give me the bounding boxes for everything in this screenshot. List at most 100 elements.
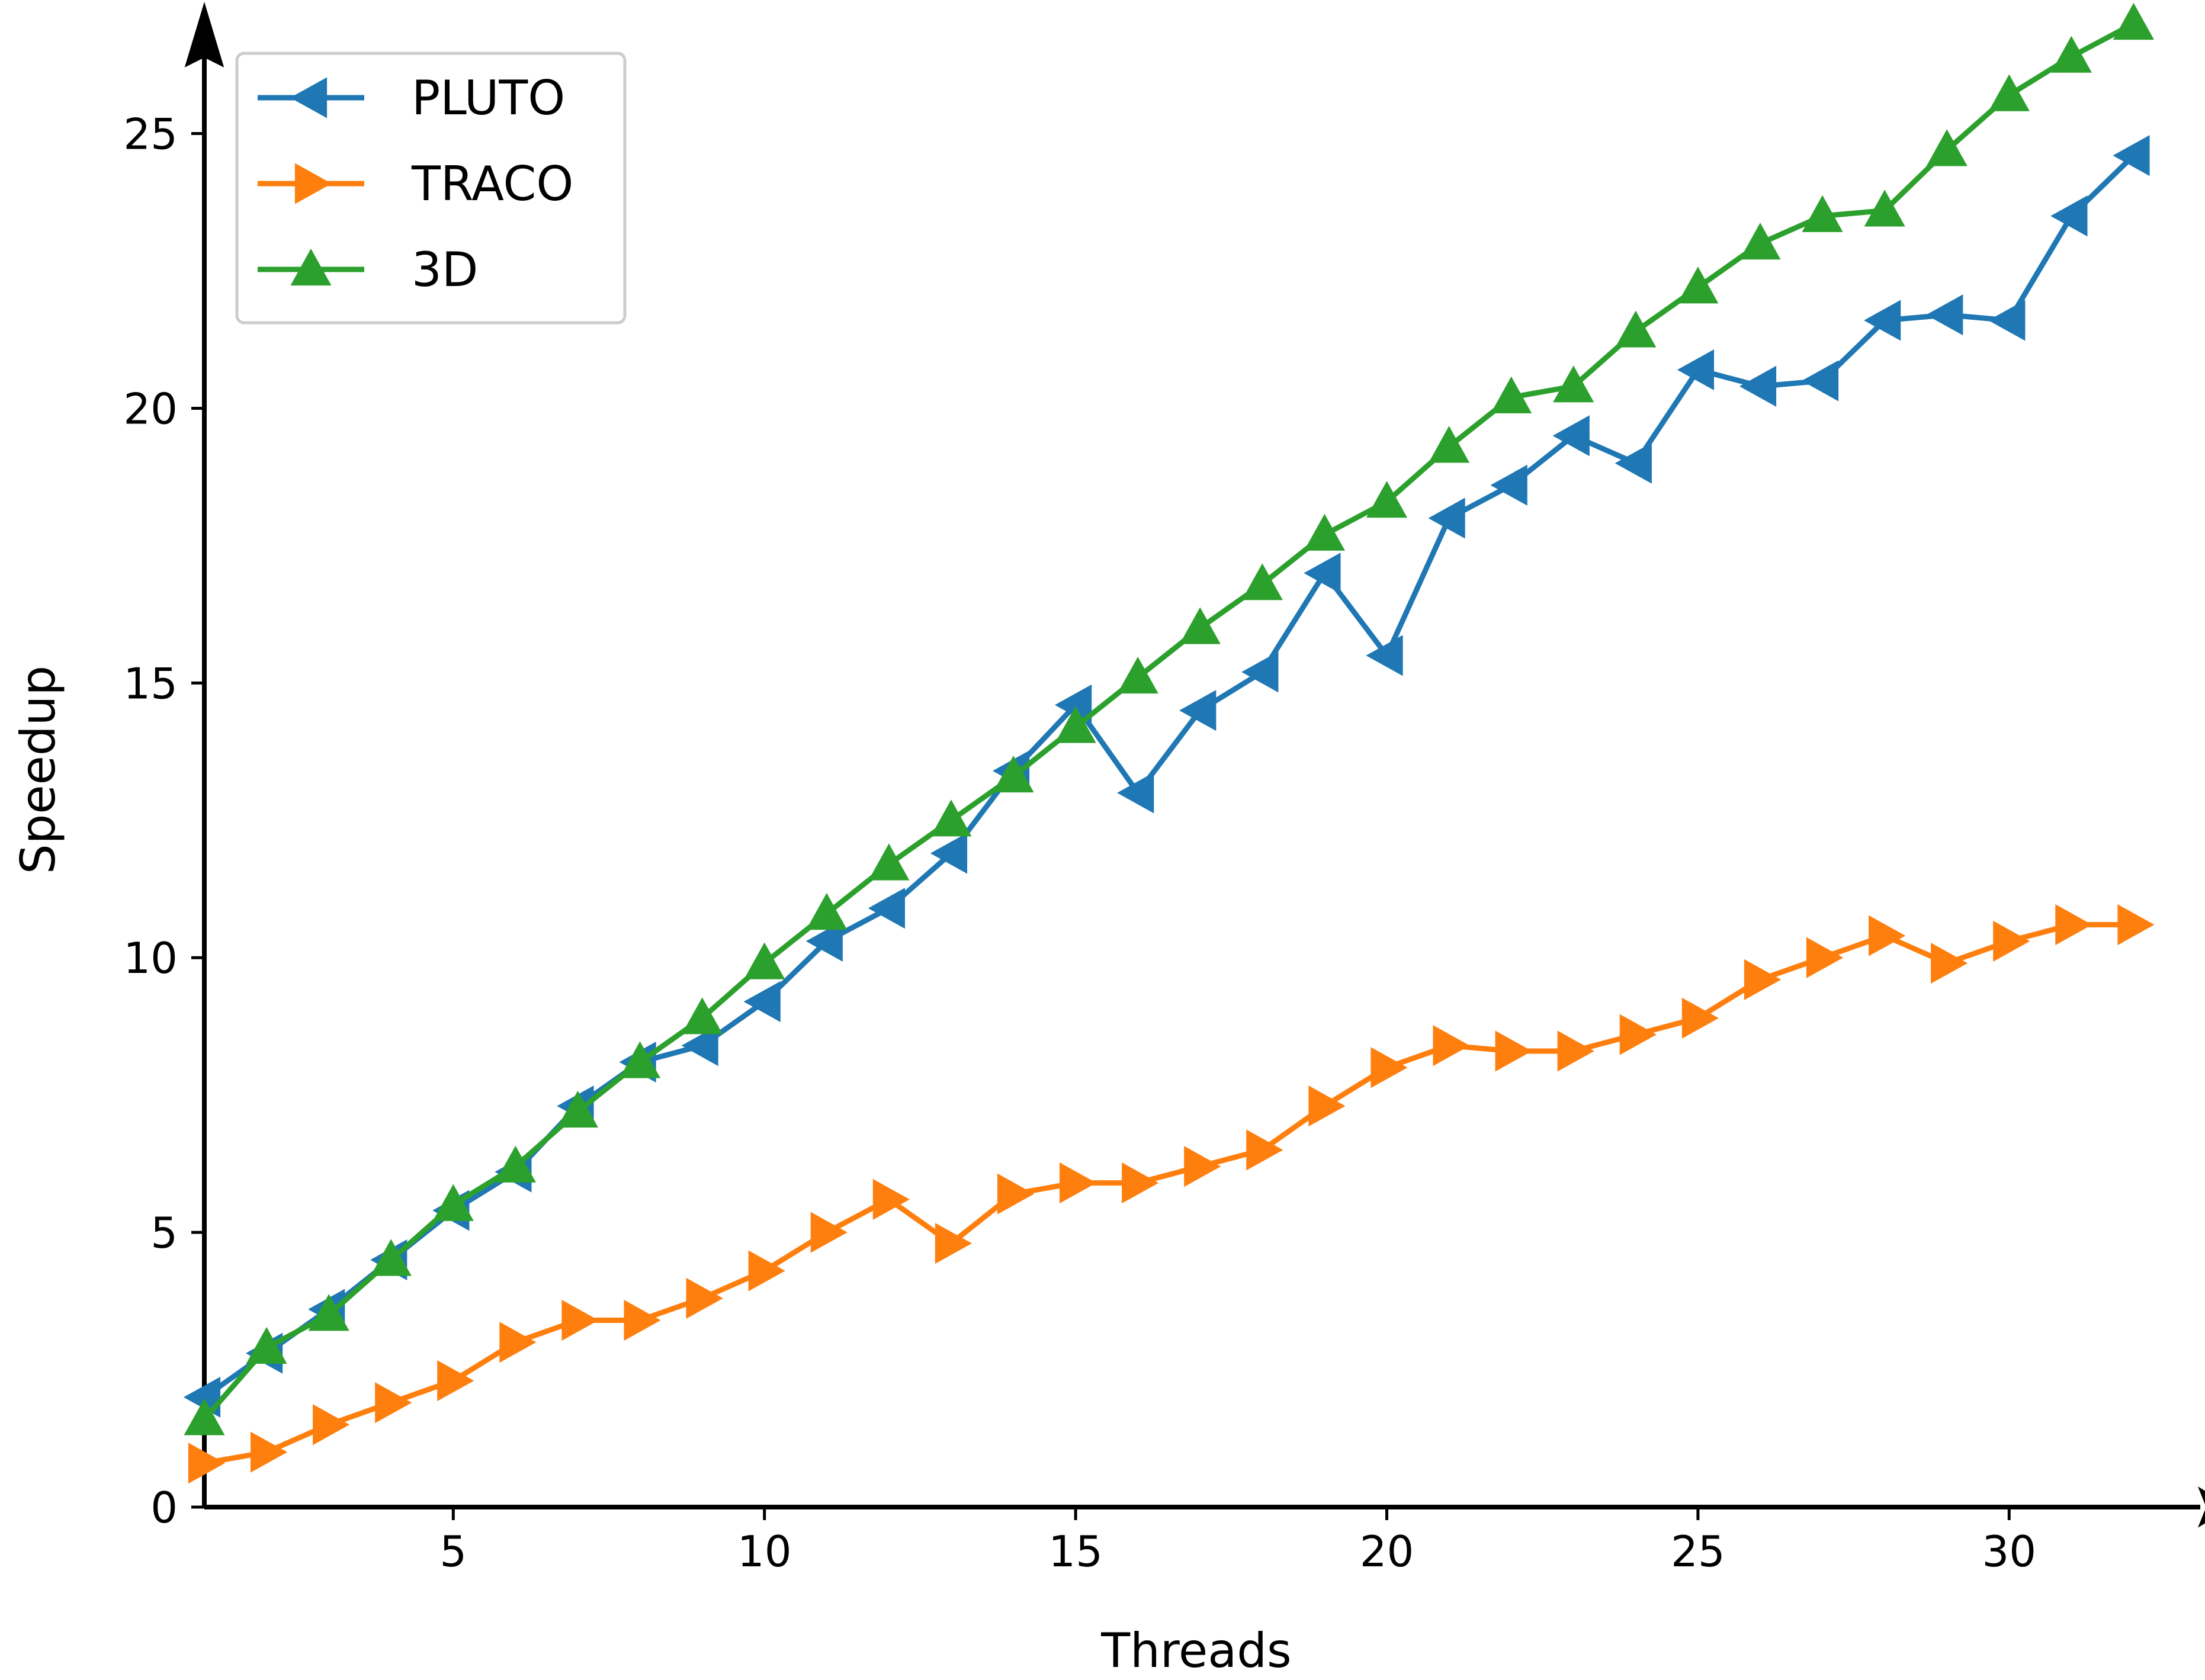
- y-axis-arrow-icon: [184, 2, 224, 68]
- legend-box: [235, 52, 627, 325]
- y-tick-label: 0: [150, 1483, 178, 1533]
- x-tick-label: 25: [1671, 1527, 1725, 1576]
- data-point: [1739, 223, 1781, 260]
- series-layer: [183, 2, 2155, 1484]
- series-3d: [184, 2, 2155, 1435]
- data-point: [1739, 365, 1777, 407]
- data-point: [1122, 1162, 1159, 1204]
- data-point: [2117, 904, 2155, 946]
- x-tick-label: 15: [1048, 1527, 1103, 1576]
- x-tick-label: 30: [1982, 1527, 2036, 1576]
- data-point: [1184, 1146, 1221, 1187]
- data-point: [250, 1431, 288, 1473]
- data-point: [1495, 1030, 1532, 1072]
- data-point: [1681, 997, 1719, 1039]
- data-point: [557, 1090, 599, 1128]
- data-point: [997, 1173, 1035, 1215]
- data-point: [1429, 426, 1470, 463]
- x-tick-label: 5: [439, 1527, 467, 1576]
- data-point: [437, 1360, 474, 1402]
- data-point: [748, 1250, 785, 1292]
- data-point: [188, 1443, 226, 1484]
- legend-marker: [294, 163, 332, 204]
- data-point: [1241, 563, 1283, 600]
- data-point: [743, 981, 781, 1022]
- x-tick-label: 20: [1360, 1527, 1414, 1576]
- data-point: [1926, 294, 1963, 336]
- data-point: [184, 1398, 225, 1435]
- data-point: [1557, 1030, 1594, 1072]
- axes: [184, 2, 2205, 1528]
- data-point: [1619, 1014, 1657, 1055]
- data-point: [1366, 635, 1403, 676]
- data-point: [620, 1041, 661, 1078]
- y-tick-label: 15: [123, 658, 178, 708]
- legend-marker: [290, 77, 328, 118]
- data-point: [1993, 920, 2030, 962]
- data-point: [246, 1326, 287, 1364]
- data-point: [2055, 904, 2092, 946]
- x-axis-arrow-icon: [2197, 1486, 2205, 1528]
- data-point: [2113, 135, 2150, 176]
- data-point: [2113, 2, 2155, 40]
- legend-item-traco: TRACO: [258, 156, 573, 211]
- data-point: [1370, 1047, 1408, 1088]
- y-axis-title: Speedup: [11, 666, 66, 874]
- data-point: [805, 920, 843, 962]
- data-point: [308, 1294, 349, 1331]
- data-point: [1241, 651, 1279, 693]
- data-point: [1552, 415, 1590, 457]
- series-line: [204, 922, 2134, 1466]
- data-point: [1931, 942, 1968, 984]
- data-point: [686, 1277, 723, 1319]
- data-point: [872, 1178, 910, 1220]
- y-tick-label: 10: [123, 933, 178, 983]
- data-point: [810, 1212, 848, 1253]
- data-point: [1864, 300, 1901, 341]
- data-point: [993, 755, 1034, 793]
- data-point: [1117, 772, 1154, 814]
- data-point: [1615, 310, 1657, 348]
- y-tick-label: 5: [150, 1208, 178, 1258]
- data-point: [935, 1223, 972, 1264]
- data-point: [1806, 937, 1844, 978]
- series-line: [203, 153, 2136, 1400]
- data-point: [930, 799, 972, 837]
- data-point: [1246, 1129, 1283, 1171]
- data-point: [1988, 74, 2030, 111]
- data-point: [495, 1145, 536, 1183]
- series-pluto: [183, 135, 2150, 1418]
- data-point: [1491, 376, 1532, 413]
- data-point: [1802, 195, 1843, 232]
- ticks: 5 10 15 20 25 30 0 5 10 15 20 25: [123, 110, 2036, 1576]
- data-point: [1304, 552, 1341, 594]
- data-point: [1869, 915, 1906, 956]
- data-point: [1864, 189, 1905, 227]
- legend-label: 3D: [412, 242, 479, 297]
- data-point: [370, 1239, 412, 1276]
- data-point: [930, 833, 968, 874]
- data-point: [681, 1025, 718, 1067]
- x-tick-label: 10: [737, 1527, 792, 1576]
- data-point: [1615, 442, 1652, 484]
- data-point: [375, 1382, 412, 1424]
- data-point: [2050, 36, 2092, 73]
- data-point: [624, 1300, 661, 1341]
- legend-item-pluto: PLUTO: [258, 70, 565, 126]
- y-tick-label: 20: [123, 384, 178, 433]
- series-traco: [188, 904, 2155, 1484]
- data-point: [1308, 1085, 1346, 1127]
- data-point: [1433, 1025, 1470, 1067]
- data-point: [868, 843, 910, 881]
- legend: PLUTO TRACO 3D: [235, 52, 627, 325]
- legend-label: TRACO: [411, 156, 573, 211]
- data-point: [499, 1322, 537, 1363]
- data-point: [1490, 464, 1527, 506]
- data-point: [868, 888, 905, 929]
- data-point: [561, 1300, 599, 1341]
- data-point: [682, 997, 723, 1035]
- data-point: [1179, 690, 1217, 731]
- data-point: [1988, 300, 2026, 341]
- data-point: [1060, 1162, 1097, 1204]
